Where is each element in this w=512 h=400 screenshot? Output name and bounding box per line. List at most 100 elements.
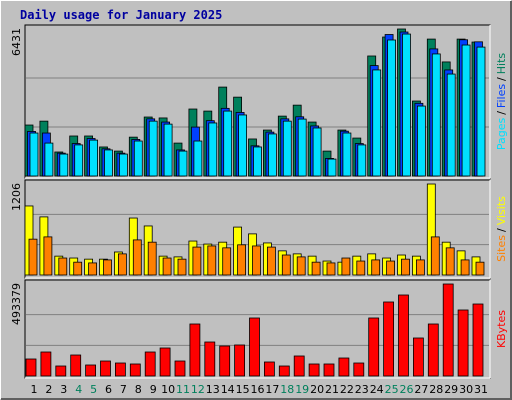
bar xyxy=(398,294,409,377)
x-tick-label: 6 xyxy=(105,383,112,396)
bar xyxy=(308,363,320,377)
x-tick-label: 23 xyxy=(355,383,369,396)
bar xyxy=(219,345,231,377)
y-tick-label: 493379 xyxy=(10,283,23,325)
x-tick-label: 22 xyxy=(340,383,354,396)
x-tick-label: 9 xyxy=(150,383,157,396)
bar xyxy=(327,158,337,177)
bar xyxy=(338,357,350,377)
bar xyxy=(326,262,336,276)
bar xyxy=(43,236,53,276)
x-tick-label: 8 xyxy=(135,383,142,396)
bar xyxy=(249,317,260,377)
bar xyxy=(118,253,127,276)
bar xyxy=(387,39,397,177)
bar xyxy=(476,46,486,177)
x-tick-label: 28 xyxy=(429,383,443,396)
x-tick-label: 25 xyxy=(385,383,399,396)
bar xyxy=(238,114,248,177)
bar xyxy=(88,262,97,276)
bar xyxy=(442,283,454,377)
x-tick-label: 29 xyxy=(444,383,458,396)
bar xyxy=(311,261,321,276)
bar xyxy=(415,259,425,276)
bar xyxy=(431,53,441,177)
bar xyxy=(44,142,54,177)
bar xyxy=(177,258,187,276)
bar xyxy=(267,133,277,177)
x-tick-label: 18 xyxy=(280,383,294,396)
bar xyxy=(74,144,84,177)
legend-separator: / xyxy=(495,228,508,232)
bar xyxy=(178,150,188,177)
legend: KBytes xyxy=(495,310,508,348)
bar xyxy=(383,301,395,377)
bar xyxy=(147,241,157,276)
bar xyxy=(115,362,126,377)
x-tick-label: 27 xyxy=(414,383,428,396)
bar xyxy=(312,127,322,177)
bar xyxy=(133,140,143,177)
bar xyxy=(100,360,111,377)
bar xyxy=(28,238,38,276)
bar xyxy=(371,259,381,276)
bar xyxy=(148,120,158,177)
bar xyxy=(445,247,455,276)
bar xyxy=(132,239,142,276)
bar xyxy=(323,363,335,377)
bar xyxy=(193,140,203,177)
bar xyxy=(357,144,367,177)
bar xyxy=(73,261,83,276)
x-tick-label: 12 xyxy=(191,383,205,396)
bar xyxy=(342,132,352,177)
bar xyxy=(416,105,426,177)
bar xyxy=(460,259,470,276)
chart-title: Daily usage for January 2025 xyxy=(20,8,222,22)
bar xyxy=(104,149,113,177)
bar xyxy=(278,365,290,377)
x-tick-label: 1 xyxy=(31,383,38,396)
bar xyxy=(234,344,246,377)
bar xyxy=(430,236,440,276)
bar xyxy=(89,139,98,177)
bar xyxy=(282,120,292,177)
bar xyxy=(472,303,484,377)
bar xyxy=(475,261,485,276)
legend-entry: KBytes xyxy=(495,310,508,348)
legend-entry: Sites xyxy=(495,235,508,262)
bar xyxy=(189,323,201,377)
bar xyxy=(223,110,233,177)
bar xyxy=(401,258,410,276)
bar xyxy=(144,351,156,377)
x-tick-label: 19 xyxy=(295,383,309,396)
legend-separator: / xyxy=(495,77,508,81)
bar xyxy=(29,132,39,177)
legend-separator: / xyxy=(495,111,508,115)
legend-entry: Pages xyxy=(495,118,508,151)
x-tick-label: 21 xyxy=(325,383,339,396)
bar xyxy=(25,358,37,377)
legend-entry: Hits xyxy=(495,53,508,75)
bar xyxy=(159,347,171,377)
x-tick-label: 17 xyxy=(265,383,279,396)
y-tick-label: 6431 xyxy=(10,28,23,56)
bar xyxy=(281,254,291,276)
y-tick-label: 1206 xyxy=(10,183,23,211)
bar xyxy=(103,259,112,276)
x-tick-label: 31 xyxy=(474,383,488,396)
bar xyxy=(296,256,306,276)
bar xyxy=(293,355,305,377)
x-tick-label: 20 xyxy=(310,383,324,396)
x-tick-label: 14 xyxy=(221,383,235,396)
x-tick-label: 24 xyxy=(370,383,384,396)
bar xyxy=(207,245,217,276)
x-tick-label: 16 xyxy=(251,383,265,396)
bar xyxy=(266,246,276,276)
bar xyxy=(174,360,186,377)
bar xyxy=(252,245,261,276)
bar xyxy=(461,44,471,177)
bar xyxy=(59,153,69,177)
